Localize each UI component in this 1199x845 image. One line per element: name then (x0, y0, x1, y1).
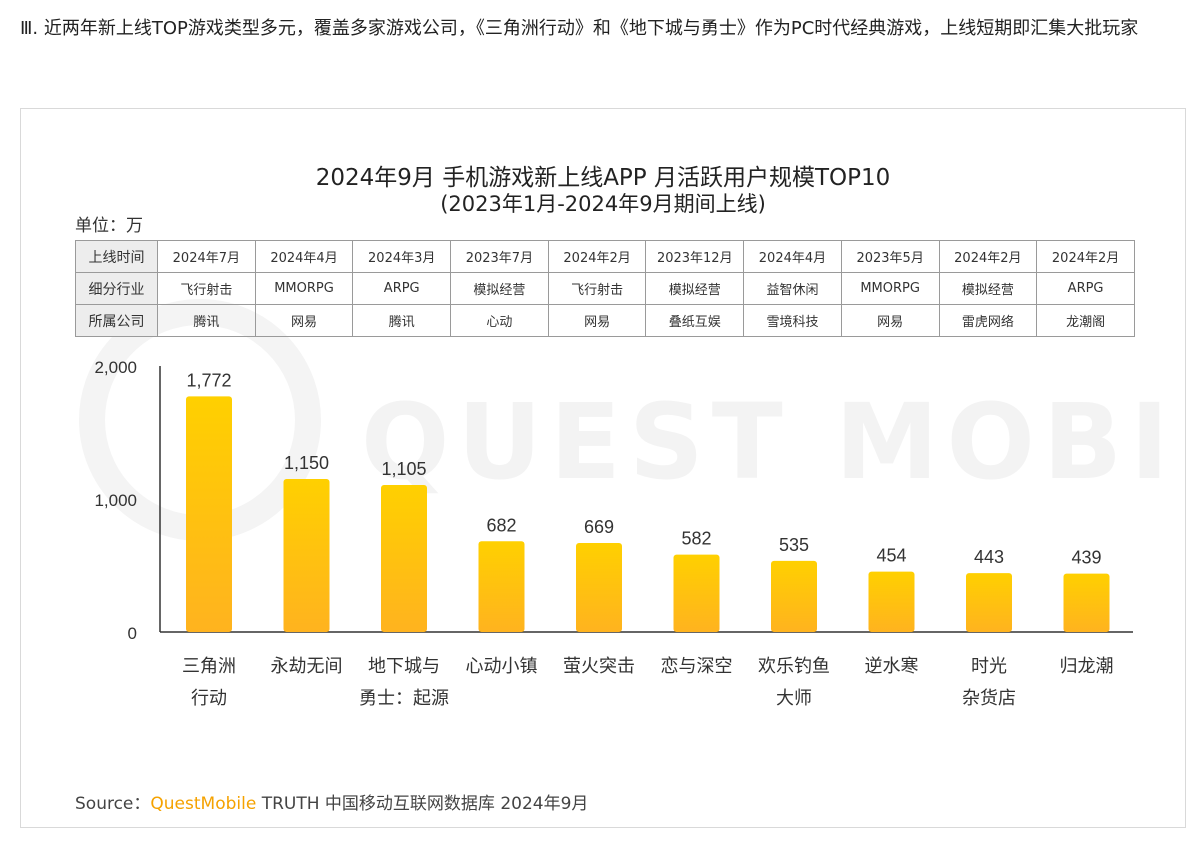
chart-title: 2024年9月 手机游戏新上线APP 月活跃用户规模TOP10 (315, 165, 891, 191)
source-line: Source：QuestMobile TRUTH 中国移动互联网数据库 2024… (75, 789, 588, 814)
info-table-cell: 2024年4月 (743, 240, 842, 273)
x-category-label: 时光 (971, 656, 1007, 677)
x-category-label: 勇士：起源 (359, 688, 449, 709)
x-category-label: 逆水寒 (865, 656, 919, 677)
x-category-label: 三角洲 (182, 656, 236, 677)
info-table-cell: 2024年3月 (352, 240, 452, 273)
chart-card: QUEST MOBILE 2024年9月 手机游戏新上线APP 月活跃用户规模T… (20, 108, 1186, 828)
bar-value-label: 1,150 (284, 453, 329, 473)
bar-chart: 0 1,000 2,000 1,772 三角洲行动 1,150 永劫无间 1,105 地下城与勇… (94, 358, 1133, 709)
info-table-cell: 2024年4月 (254, 240, 354, 273)
watermark-text: QUEST MOBILE (361, 381, 1185, 503)
info-table-cell: 龙潮阁 (1036, 304, 1135, 337)
info-table-cell: 飞行射击 (157, 272, 256, 305)
source-brand: QuestMobile (150, 794, 257, 814)
info-table-cell: 雷虎网络 (938, 304, 1038, 337)
section-heading: Ⅲ. 近两年新上线TOP游戏类型多元，覆盖多家游戏公司，《三角洲行动》和《地下城… (20, 18, 1139, 39)
bar-value-label: 439 (1071, 548, 1101, 568)
source-detail: TRUTH 中国移动互联网数据库 2024年9月 (256, 794, 589, 814)
info-table-cell: 模拟经营 (938, 272, 1038, 305)
info-table-cell: ARPG (1036, 272, 1135, 305)
bar-value-label: 443 (974, 547, 1004, 567)
bar (673, 554, 720, 632)
info-table-cell: 腾讯 (352, 304, 452, 337)
info-table-cell: 网易 (547, 304, 647, 337)
info-table-cell: 2024年2月 (938, 240, 1038, 273)
info-table-cell: 飞行射击 (547, 272, 647, 305)
bar-value-label: 682 (486, 515, 516, 535)
bar (868, 571, 915, 632)
bar-value-label: 1,772 (186, 370, 231, 390)
y-tick-label: 0 (128, 624, 137, 643)
bar-value-label: 582 (681, 529, 711, 549)
info-table-row: 所属公司 腾讯 网易 腾讯 心动 网易 叠纸互娱 雪境科技 网易 雷虎网络 龙潮阁 (75, 304, 1135, 337)
info-table: 上线时间 2024年7月 2024年4月 2024年3月 2023年7月 2024年2月 2… (75, 240, 1135, 337)
info-row-label: 细分行业 (75, 272, 158, 305)
bar (1063, 573, 1110, 632)
bar-value-label: 454 (876, 546, 906, 566)
bar (478, 541, 525, 632)
y-tick-label: 2,000 (94, 358, 137, 377)
info-row-label: 上线时间 (75, 240, 158, 273)
x-category-label: 杂货店 (962, 688, 1016, 709)
info-table-cell: 心动 (450, 304, 549, 337)
x-category-label: 大师 (776, 688, 812, 709)
info-table-cell: 网易 (254, 304, 354, 337)
x-category-label: 行动 (191, 688, 227, 709)
x-category-label: 萤火突击 (563, 656, 635, 677)
info-table-cell: 叠纸互娱 (645, 304, 745, 337)
info-row-label: 所属公司 (75, 304, 158, 337)
x-category-label: 恋与深空 (661, 655, 733, 677)
bar (283, 479, 330, 632)
info-table-cell: 网易 (840, 304, 940, 337)
bar (771, 560, 817, 632)
bar (966, 573, 1012, 632)
bar-value-label: 669 (584, 517, 614, 537)
x-category-label: 欢乐钓鱼 (758, 656, 830, 677)
x-category-label: 心动小镇 (466, 656, 538, 677)
bar (576, 543, 622, 632)
info-table-cell: 2024年2月 (1036, 240, 1135, 273)
info-table-cell: 益智休闲 (743, 272, 842, 305)
info-table-cell: MMORPG (254, 272, 354, 305)
bar-value-label: 535 (779, 535, 809, 555)
y-tick-label: 1,000 (94, 491, 137, 510)
x-category-label: 归龙潮 (1060, 656, 1114, 677)
source-prefix: Source： (75, 794, 151, 814)
bar (186, 396, 232, 632)
x-category-label: 永劫无间 (271, 656, 343, 677)
info-table-cell: 雪境科技 (743, 304, 842, 337)
bar (381, 485, 427, 632)
x-category-label: 地下城与 (368, 656, 440, 677)
bar-value-label: 1,105 (381, 459, 426, 479)
info-table-cell: 2024年2月 (547, 240, 647, 273)
chart-subtitle: (2023年1月-2024年9月期间上线) (440, 192, 766, 216)
unit-label: 单位：万 (75, 216, 143, 236)
info-table-cell: 腾讯 (157, 304, 256, 337)
info-table-cell: 2023年12月 (645, 240, 745, 273)
